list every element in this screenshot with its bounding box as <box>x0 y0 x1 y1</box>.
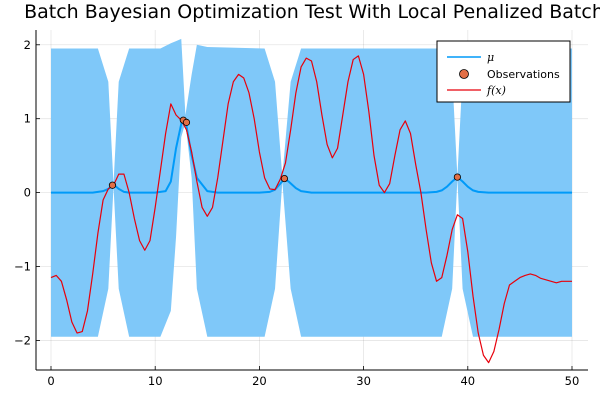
x-tick-label: 10 <box>148 374 163 388</box>
legend-box <box>436 40 571 103</box>
legend: μ Observations f(x) <box>436 40 571 103</box>
observation-point <box>182 118 191 126</box>
legend-observations-swatch <box>459 69 469 79</box>
y-tick-label: −1 <box>14 260 31 274</box>
legend-observations-label: Observations <box>487 68 560 81</box>
y-tick-label: 0 <box>24 186 31 200</box>
x-tick-label: 40 <box>460 374 475 388</box>
observation-point <box>453 173 461 181</box>
series-line-fx <box>50 55 572 364</box>
x-tick-label: 30 <box>356 374 371 388</box>
observation-points <box>108 116 461 189</box>
uncertainty-band-area <box>51 38 572 337</box>
x-tick-label: 50 <box>565 374 580 388</box>
y-tick-label: 2 <box>24 38 31 52</box>
x-tick-label: 20 <box>252 374 267 388</box>
observation-point <box>108 181 117 189</box>
x-axis-ticks: 0 10 20 30 40 50 <box>47 366 579 388</box>
series-line-mean <box>51 119 572 194</box>
series-lines <box>50 55 572 364</box>
legend-function-label: f(x) <box>486 84 506 97</box>
observation-point <box>280 174 289 183</box>
y-tick-label: 1 <box>24 112 31 126</box>
legend-mean-label: μ <box>487 51 494 64</box>
uncertainty-band <box>51 38 572 337</box>
x-tick-label: 0 <box>47 374 54 388</box>
chart-title: Batch Bayesian Optimization Test With Lo… <box>24 1 600 23</box>
y-axis-ticks: −2 −1 0 1 2 <box>14 38 40 347</box>
y-tick-label: −2 <box>14 333 31 347</box>
